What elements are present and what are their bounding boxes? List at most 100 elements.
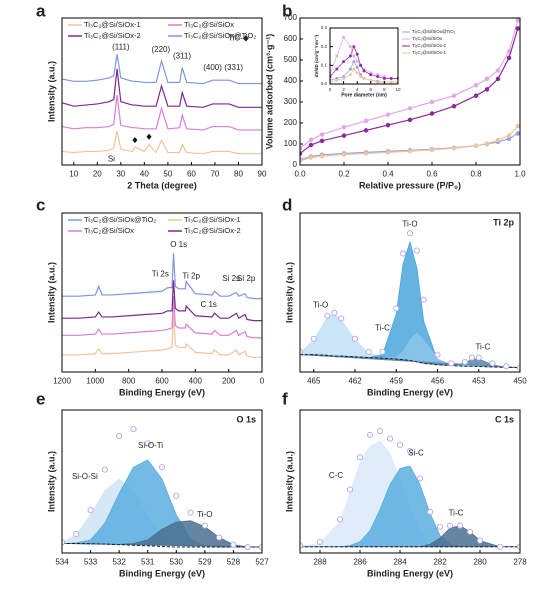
data-point: [187, 509, 194, 516]
data-point: [351, 335, 359, 342]
series-line: [300, 19, 519, 149]
series-line: [62, 280, 262, 322]
data-point: [342, 60, 346, 64]
data-point: [355, 65, 359, 69]
data-point: [201, 522, 208, 529]
legend-label: Ti₃C₂@Si/SiOx-1: [412, 50, 446, 55]
data-point: [341, 152, 347, 157]
data-point: [342, 35, 346, 39]
x-tick-label: 288: [313, 557, 327, 566]
data-point: [101, 466, 108, 473]
plot-frame: [61, 212, 263, 373]
data-point: [400, 250, 407, 257]
data-point: [429, 147, 435, 153]
panel-letter: f: [282, 389, 288, 408]
x-tick-label: 465: [307, 376, 321, 385]
annotation: (331): [224, 63, 243, 72]
data-point: [362, 69, 366, 73]
data-point: [476, 537, 484, 544]
plot-frame: [299, 17, 521, 166]
legend-label: Ti₃C₂@Si/SiOx: [412, 36, 443, 41]
data-point: [495, 68, 501, 73]
annotation: Si-O-Si: [72, 472, 98, 481]
series-line: [62, 130, 262, 155]
tic-marker: [146, 133, 152, 140]
data-point: [515, 26, 520, 31]
data-point: [341, 124, 347, 130]
data-point: [385, 122, 391, 128]
y-tick-label: 0.0: [321, 81, 328, 86]
data-point: [144, 440, 151, 447]
data-point: [359, 63, 363, 67]
y-tick-label: 0.1: [321, 63, 328, 68]
x-tick-label: 60: [187, 169, 196, 178]
data-point: [451, 93, 457, 98]
series-line: [62, 296, 262, 339]
y-tick-label: 0: [293, 160, 298, 169]
data-point: [385, 150, 391, 155]
data-point: [348, 67, 352, 71]
x-tick-label: 30: [116, 169, 125, 178]
data-point: [515, 131, 520, 136]
data-point: [389, 76, 393, 80]
data-point: [87, 507, 94, 514]
x-tick-label: 532: [112, 557, 126, 566]
data-point: [356, 454, 364, 461]
legend-label: Ti₃C₂@Si/SiOx-2: [84, 31, 141, 40]
y-tick-label: 400: [284, 76, 298, 85]
x-tick-label: 10: [395, 87, 401, 92]
series-line: [62, 310, 262, 358]
data-point: [348, 45, 352, 49]
data-point: [446, 522, 454, 529]
data-point: [352, 45, 356, 49]
data-point: [244, 543, 251, 551]
annotation: Ti-C: [375, 324, 390, 333]
x-tick-label: 450: [513, 376, 527, 385]
y-tick-label: 700: [284, 13, 298, 22]
data-point: [416, 475, 424, 482]
annotation: Ti-O: [402, 220, 417, 229]
panel-letter: c: [36, 195, 45, 214]
legend-label: Ti₃C₂@Si/SiOx-2: [184, 226, 241, 235]
data-point: [466, 528, 474, 535]
y-axis-label: Intensity (a.u.): [46, 262, 56, 323]
panel-letter: d: [282, 195, 292, 214]
data-point: [369, 78, 373, 82]
y-axis-label: Intensity (a.u.): [46, 451, 56, 512]
data-point: [436, 523, 444, 530]
data-point: [319, 153, 325, 159]
data-point: [468, 354, 475, 361]
y-axis-label: dV/dD (cm³g⁻¹nm⁻¹): [314, 34, 319, 77]
x-tick-label: 0.6: [426, 169, 438, 178]
data-point: [382, 76, 386, 80]
x-tick-label: 530: [170, 557, 184, 566]
series-line: [300, 28, 519, 154]
data-point: [451, 103, 457, 109]
data-point: [461, 358, 469, 365]
data-point: [489, 360, 496, 367]
series-line: [62, 253, 262, 300]
data-point: [355, 71, 359, 75]
y-axis-label: Intensity (a.u.): [284, 262, 294, 323]
series-line: [62, 68, 262, 108]
data-point: [407, 117, 413, 123]
data-point: [359, 75, 363, 78]
data-point: [308, 155, 314, 160]
legend-label: Ti₃C₂@Si/SiOx: [184, 20, 234, 29]
annotation: Ti-C: [475, 343, 490, 352]
plot-frame: [299, 409, 521, 554]
data-point: [355, 60, 359, 64]
annotation: Ti-C: [449, 508, 464, 517]
plot-frame: [61, 409, 263, 554]
annotation: Si-O-Ti: [138, 441, 163, 450]
tic-marker: [132, 137, 138, 144]
data-point: [426, 508, 434, 516]
data-point: [475, 354, 482, 361]
data-point: [506, 133, 512, 138]
panel-title: O 1s: [236, 414, 256, 424]
data-point: [515, 123, 520, 129]
data-point: [484, 141, 490, 146]
x-tick-label: 284: [393, 557, 407, 566]
data-point: [230, 541, 237, 548]
annotation: Ti-O: [313, 301, 328, 310]
